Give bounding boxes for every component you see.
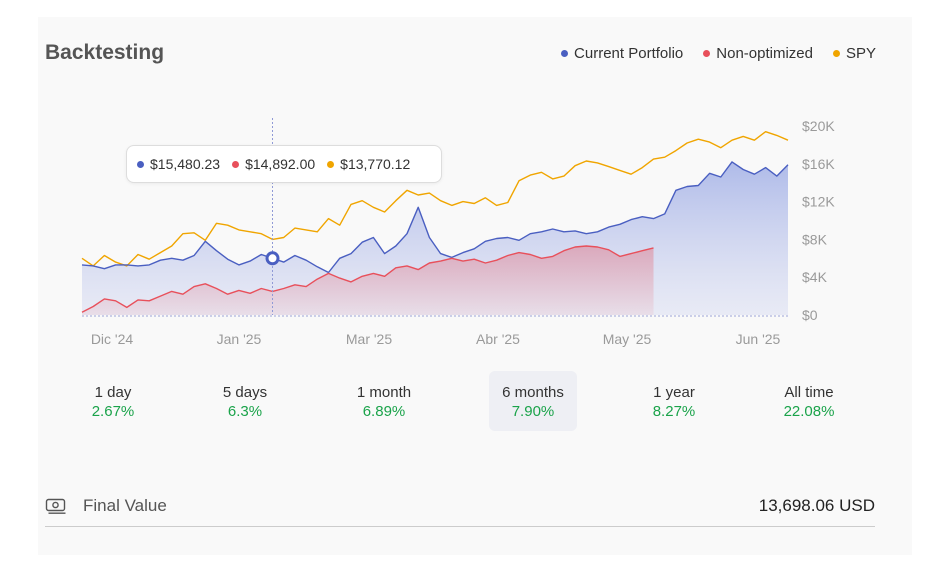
non-optimized-area [82, 246, 654, 315]
tooltip-dot-spy [327, 160, 335, 168]
tooltip-nonopt: $14,892.00 [232, 156, 315, 172]
x-tick-label: Jan '25 [217, 331, 262, 347]
range-1-month[interactable]: 1 month 6.89% [340, 371, 428, 431]
tooltip-value-current: $15,480.23 [150, 156, 221, 172]
legend-item-spy[interactable]: SPY [832, 45, 876, 62]
chart-legend: Current Portfolio Non-optimized SPY [561, 45, 876, 62]
range-1-year[interactable]: 1 year 8.27% [630, 371, 718, 431]
tooltip-current: $15,480.23 [137, 156, 220, 172]
banknote-icon [45, 498, 66, 514]
legend-item-nonopt[interactable]: Non-optimized [703, 45, 813, 62]
range-label: 1 year [653, 384, 695, 401]
range-value: 7.90% [511, 403, 555, 420]
range-value: 2.67% [91, 403, 135, 420]
range-6-months[interactable]: 6 months 7.90% [489, 371, 577, 431]
legend-dot-nonopt [703, 50, 711, 57]
y-tick-label: $20K [802, 118, 835, 134]
tooltip-dot-current [137, 160, 144, 168]
non-optimized-line [81, 245, 654, 313]
range-value: 6.89% [362, 403, 406, 420]
range-5-days[interactable]: 5 days 6.3% [201, 371, 289, 431]
range-value: 6.3% [227, 403, 263, 420]
legend-label-current: Current Portfolio [574, 45, 684, 62]
range-label: 1 month [356, 384, 412, 401]
time-range-selector: 1 day 2.67% 5 days 6.3% 1 month 6.89% 6 … [38, 371, 912, 431]
range-label: 1 day [94, 384, 132, 401]
final-value-amount: 13,698.06 USD [758, 496, 875, 515]
range-all-time[interactable]: All time 22.08% [765, 371, 853, 431]
x-tick-label: Dic '24 [91, 331, 134, 347]
hover-marker[interactable] [265, 251, 280, 266]
legend-label-nonopt: Non-optimized [716, 45, 813, 62]
x-tick-label: May '25 [603, 331, 652, 347]
current-portfolio-line [81, 161, 789, 274]
range-value: 8.27% [652, 403, 696, 420]
range-label: 6 months [502, 384, 564, 401]
legend-dot-spy [832, 50, 840, 57]
y-tick-label: $0 [802, 307, 818, 323]
tooltip-value-nonopt: $14,892.00 [245, 156, 316, 172]
y-tick-label: $16K [802, 156, 835, 172]
range-value: 22.08% [783, 403, 835, 420]
legend-item-current[interactable]: Current Portfolio [561, 45, 683, 62]
tooltip-dot-nonopt [232, 160, 240, 168]
y-tick-label: $12K [802, 194, 835, 210]
chart-tooltip: $15,480.23 $14,892.00 $13,770.12 [126, 145, 442, 183]
x-tick-label: Mar '25 [346, 331, 392, 347]
tooltip-value-spy: $13,770.12 [340, 156, 411, 172]
final-value-label: Final Value [83, 496, 167, 515]
tooltip-spy: $13,770.12 [327, 156, 410, 172]
range-label: 5 days [222, 384, 268, 401]
final-value-row: Final Value 13,698.06 USD [45, 496, 875, 527]
spy-line [81, 131, 789, 267]
x-tick-label: Jun '25 [736, 331, 781, 347]
y-tick-label: $4K [802, 269, 828, 285]
divider [45, 526, 875, 527]
page-title: Backtesting [45, 41, 165, 64]
y-tick-label: $8K [802, 231, 828, 247]
legend-label-spy: SPY [845, 45, 876, 62]
legend-dot-current [561, 50, 569, 57]
range-label: All time [784, 384, 834, 401]
range-1-day[interactable]: 1 day 2.67% [69, 371, 157, 431]
x-tick-label: Abr '25 [476, 331, 520, 347]
